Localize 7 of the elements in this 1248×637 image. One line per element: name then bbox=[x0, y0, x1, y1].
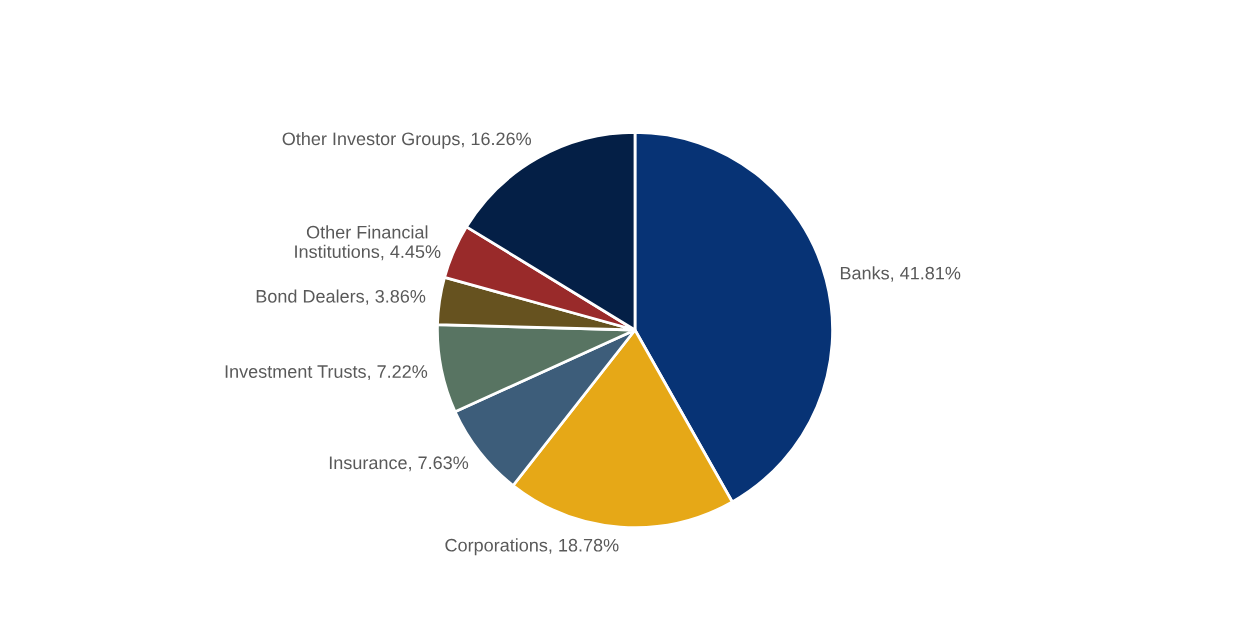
slice-label: Other Investor Groups, 16.26% bbox=[282, 131, 532, 149]
slice-label: Bond Dealers, 3.86% bbox=[256, 289, 426, 305]
slice-label: Investment Trusts, 7.22% bbox=[225, 365, 428, 381]
slice-label: Corporations, 18.78% bbox=[445, 538, 619, 556]
slice-label: Insurance, 7.63% bbox=[329, 456, 469, 472]
slice-label: Banks, 41.81% bbox=[840, 266, 961, 282]
slice-label: Other Financial Institutions, 4.45% bbox=[295, 225, 441, 261]
